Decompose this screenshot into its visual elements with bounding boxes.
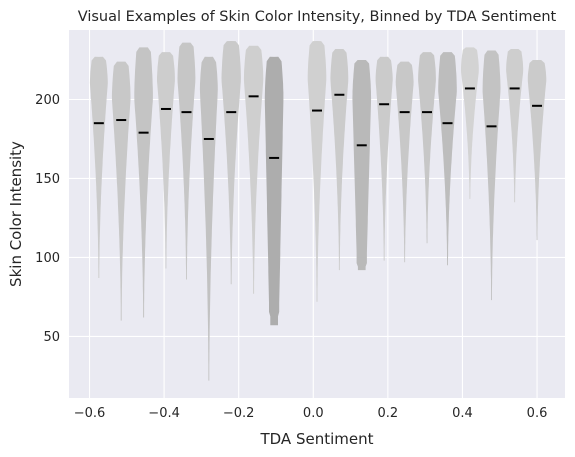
- x-tick-label: −0.4: [148, 406, 180, 421]
- violin-11: [330, 48, 349, 271]
- violin-4: [157, 52, 175, 269]
- violin-2: [111, 61, 131, 321]
- violin-17: [461, 47, 479, 200]
- violin-8: [243, 45, 264, 294]
- violin-6: [199, 56, 218, 381]
- x-tick-label: −0.6: [74, 406, 106, 421]
- y-tick-label: 200: [35, 93, 60, 108]
- violin-19: [506, 48, 524, 203]
- y-tick-label: 150: [35, 172, 60, 187]
- violin-1: [89, 56, 108, 278]
- y-tick-label: 50: [43, 330, 60, 345]
- x-tick-label: 0.2: [378, 406, 399, 421]
- x-axis-label: TDA Sentiment: [259, 430, 373, 448]
- violin-12: [352, 60, 372, 271]
- x-tick-label: 0.4: [452, 406, 473, 421]
- violin-16: [438, 52, 457, 266]
- violin-7: [221, 41, 241, 285]
- x-axis-ticks: −0.6 −0.4 −0.2 0.0 0.2 0.4 0.6: [74, 406, 548, 421]
- x-tick-label: 0.6: [527, 406, 548, 421]
- violin-10: [307, 41, 327, 302]
- violin-13: [375, 56, 393, 261]
- y-axis-ticks: 50 100 150 200: [35, 93, 60, 345]
- violin-18: [482, 50, 501, 301]
- y-tick-label: 100: [35, 251, 60, 266]
- violin-9: [264, 56, 284, 326]
- x-tick-label: 0.0: [303, 406, 324, 421]
- violin-15: [418, 52, 436, 244]
- y-axis-label: Skin Color Intensity: [7, 141, 25, 287]
- violin-5: [177, 42, 196, 280]
- x-tick-label: −0.2: [223, 406, 255, 421]
- median-markers: [93, 87, 543, 159]
- violin-3: [134, 47, 153, 318]
- chart-title: Visual Examples of Skin Color Intensity,…: [78, 9, 557, 25]
